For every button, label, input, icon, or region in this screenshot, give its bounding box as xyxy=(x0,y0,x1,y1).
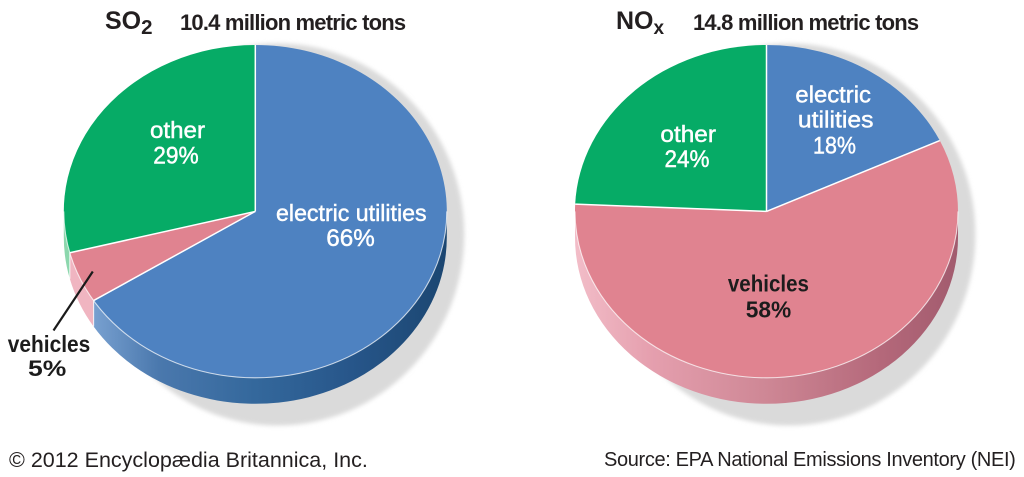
svg-text:© 2012 Encyclopædia Britannica: © 2012 Encyclopædia Britannica, Inc. xyxy=(9,448,368,472)
svg-text:electric: electric xyxy=(795,82,871,108)
svg-text:29%: 29% xyxy=(153,142,199,169)
svg-text:electric utilities: electric utilities xyxy=(276,200,427,226)
svg-text:SO2: SO2 xyxy=(105,7,153,39)
svg-text:5%: 5% xyxy=(28,356,66,381)
svg-text:24%: 24% xyxy=(665,146,710,173)
svg-text:vehicles: vehicles xyxy=(8,331,91,357)
svg-text:other: other xyxy=(150,117,205,143)
svg-text:58%: 58% xyxy=(746,297,792,323)
svg-text:66%: 66% xyxy=(326,225,375,252)
svg-text:NOx: NOx xyxy=(616,7,665,39)
svg-text:14.8 million metric tons: 14.8 million metric tons xyxy=(693,10,919,35)
svg-text:18%: 18% xyxy=(813,133,856,160)
svg-text:utilities: utilities xyxy=(798,107,874,133)
svg-text:other: other xyxy=(660,121,716,147)
svg-text:vehicles: vehicles xyxy=(728,271,809,297)
svg-text:10.4 million metric tons: 10.4 million metric tons xyxy=(180,10,406,35)
svg-text:Source: EPA National Emissions: Source: EPA National Emissions Inventory… xyxy=(604,449,1015,471)
